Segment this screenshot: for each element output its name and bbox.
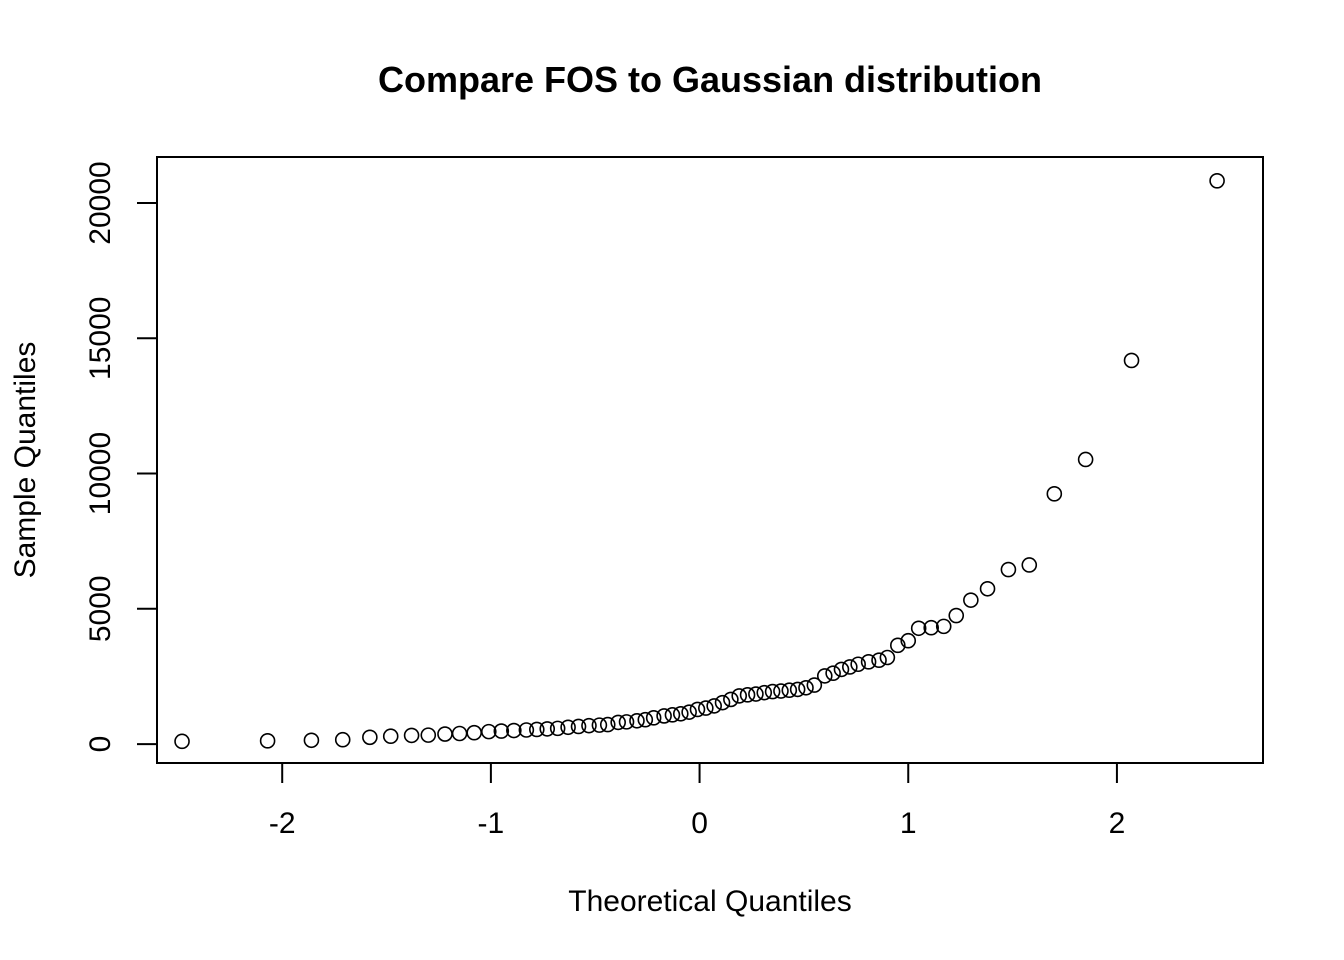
data-point [923, 619, 940, 636]
data-point [756, 684, 773, 701]
data-point [437, 726, 453, 742]
data-point [528, 721, 545, 738]
x-axis: -2 -1 0 1 2 [269, 762, 1126, 840]
data-point [1077, 451, 1094, 468]
y-tick-label: 20000 [84, 161, 117, 244]
data-point [963, 592, 979, 608]
x-tick-label: -1 [478, 807, 505, 840]
data-point [480, 723, 497, 740]
data-point [731, 688, 748, 704]
x-axis-label: Theoretical Quantiles [568, 885, 851, 918]
data-point [773, 683, 789, 699]
x-tick-label: -2 [269, 807, 296, 840]
data-point [842, 659, 858, 675]
data-point [672, 705, 689, 722]
data-point [591, 717, 608, 733]
data-point [493, 723, 510, 739]
y-tick-label: 5000 [84, 575, 117, 642]
x-tick-label: 0 [691, 807, 708, 840]
data-point [781, 682, 798, 699]
data-point [610, 714, 626, 731]
data-point [900, 632, 917, 649]
data-point [706, 698, 722, 714]
data-point [599, 716, 616, 733]
data-point [860, 654, 877, 670]
data-point [789, 681, 806, 698]
data-point [466, 724, 482, 741]
data-point [629, 712, 645, 729]
data-point [362, 729, 378, 746]
data-point [1209, 173, 1225, 189]
data-point [689, 701, 706, 718]
y-tick-label: 15000 [84, 297, 117, 380]
chart-title: Compare FOS to Gaussian distribution [378, 59, 1042, 100]
y-tick-label: 10000 [84, 432, 117, 515]
data-point [979, 580, 996, 597]
data-point [806, 677, 823, 693]
data-point [549, 720, 566, 737]
data-point [871, 652, 887, 668]
y-axis-label: Sample Quantiles [9, 342, 42, 579]
data-point [1123, 352, 1140, 369]
data-point [581, 717, 597, 734]
y-axis: 0 5000 10000 15000 20000 [84, 161, 158, 753]
data-point [420, 727, 437, 743]
data-point [637, 711, 654, 728]
data-points [174, 173, 1225, 750]
data-point [681, 704, 697, 720]
data-point [850, 656, 866, 673]
data-point [764, 683, 781, 700]
data-point [618, 714, 635, 730]
data-point [539, 721, 556, 737]
data-point [723, 691, 739, 708]
y-tick-label: 0 [84, 736, 117, 753]
data-point [382, 728, 399, 745]
x-tick-label: 1 [900, 807, 917, 840]
data-point [403, 727, 420, 744]
data-point [506, 722, 522, 739]
data-point [1021, 557, 1038, 573]
data-point [748, 686, 764, 702]
data-point [656, 708, 672, 724]
data-point [833, 661, 850, 678]
data-point [739, 687, 756, 703]
data-point [890, 637, 906, 654]
data-point [798, 679, 814, 696]
data-point [879, 649, 896, 666]
data-point [518, 722, 535, 738]
data-point [645, 710, 662, 726]
data-point [664, 707, 681, 723]
plot-frame [156, 156, 1264, 764]
data-point [698, 700, 714, 716]
x-tick-label: 2 [1109, 807, 1126, 840]
data-point [303, 732, 320, 749]
data-point [910, 620, 927, 637]
data-point [451, 725, 468, 742]
data-point [825, 665, 841, 681]
data-point [560, 719, 576, 736]
data-point [174, 733, 190, 750]
data-point [948, 607, 965, 624]
data-point [1000, 561, 1017, 578]
data-point [816, 668, 833, 684]
data-point [259, 733, 276, 749]
data-point [935, 618, 952, 635]
data-point [334, 731, 351, 748]
data-point [1046, 486, 1063, 502]
data-point [570, 718, 587, 735]
data-point [714, 694, 731, 711]
